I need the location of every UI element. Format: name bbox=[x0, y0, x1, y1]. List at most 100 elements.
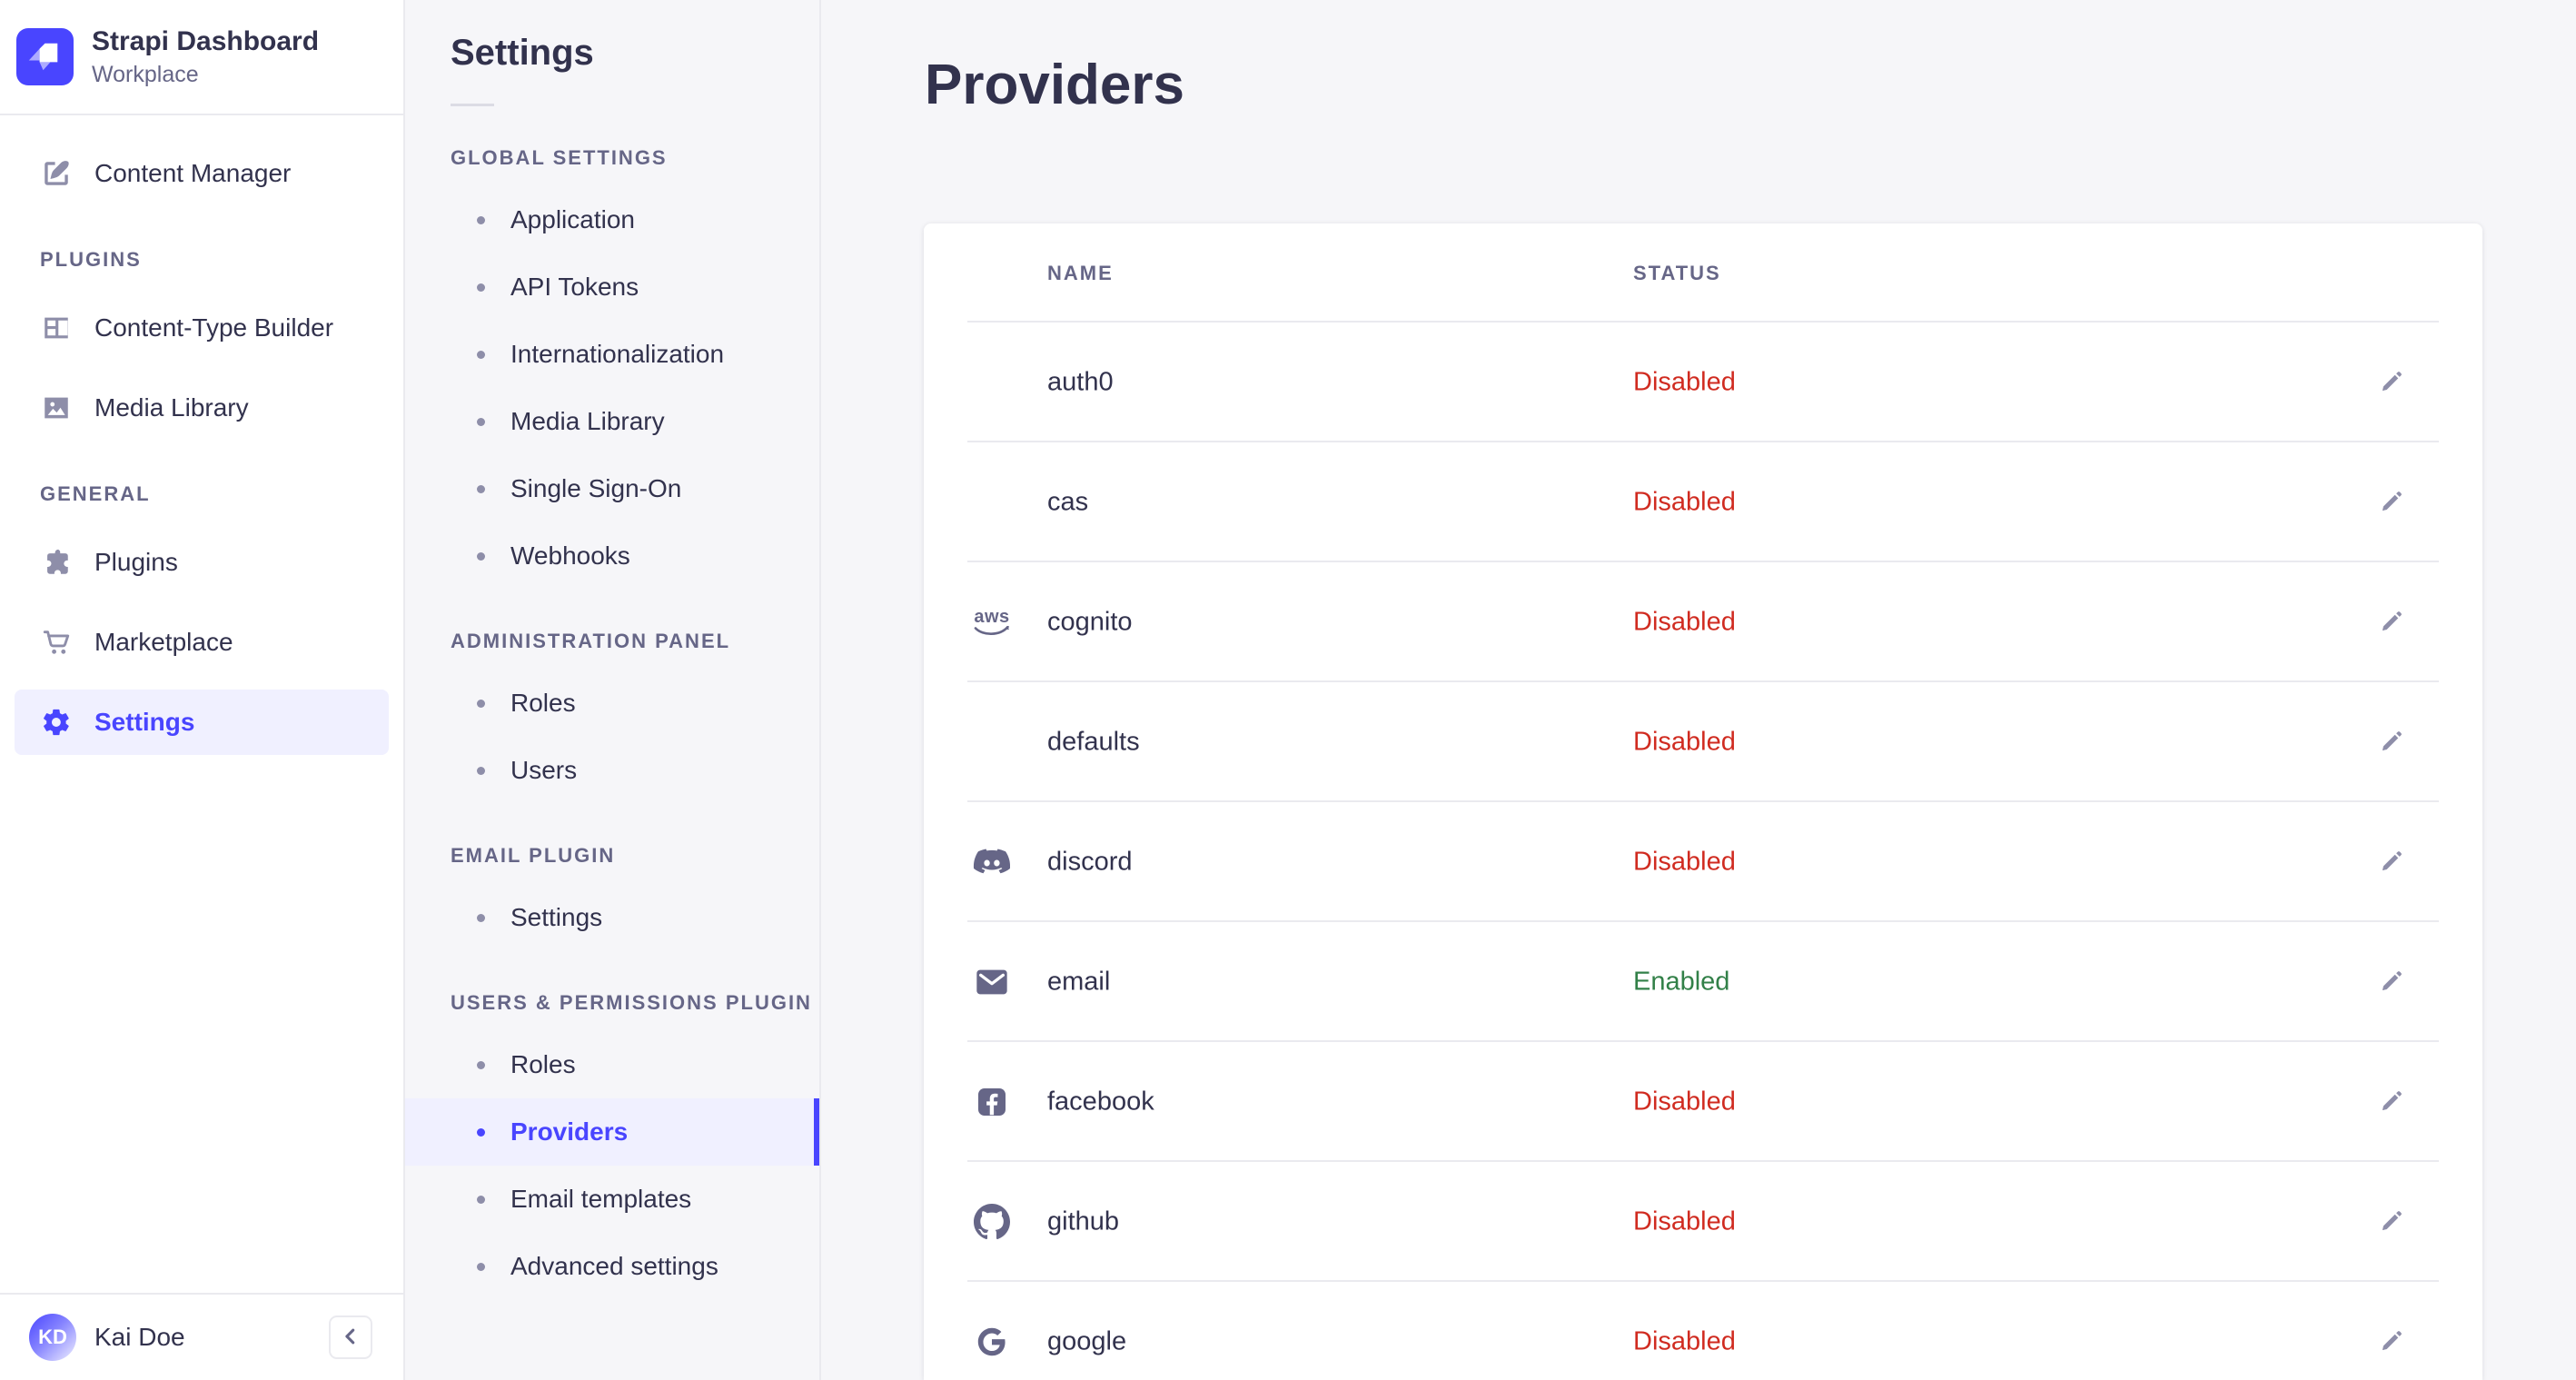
sidebar-item-media-library[interactable]: Media Library bbox=[15, 375, 389, 441]
gear-icon bbox=[40, 706, 73, 739]
status-badge: Disabled bbox=[1633, 1326, 1736, 1356]
status-badge: Disabled bbox=[1633, 487, 1736, 517]
sidebar-item-label: Media Library bbox=[94, 393, 249, 422]
settings-nav-item-providers[interactable]: Providers bbox=[405, 1098, 819, 1166]
puzzle-icon bbox=[40, 546, 73, 579]
pencil-icon bbox=[2378, 1207, 2405, 1237]
sidebar-primary: Strapi Dashboard Workplace Content Manag… bbox=[0, 0, 405, 1380]
table-row-github: github Disabled bbox=[924, 1162, 2482, 1282]
bullet-icon bbox=[477, 350, 485, 359]
sidebar-item-marketplace[interactable]: Marketplace bbox=[15, 610, 389, 675]
sidebar-item-label: Plugins bbox=[94, 548, 178, 576]
settings-nav-item-label: Settings bbox=[510, 903, 603, 931]
bullet-icon bbox=[477, 283, 485, 292]
page-title: Providers bbox=[925, 54, 1185, 116]
edit-provider-button[interactable] bbox=[2370, 1320, 2413, 1364]
pencil-icon bbox=[2378, 1327, 2405, 1357]
settings-nav-item-email-templates[interactable]: Email templates bbox=[405, 1166, 819, 1233]
table-row-cas: cas Disabled bbox=[924, 442, 2482, 562]
content-manager-icon bbox=[40, 157, 73, 190]
github-icon bbox=[971, 1201, 1013, 1243]
brand-text: Strapi Dashboard Workplace bbox=[92, 25, 319, 88]
edit-provider-button[interactable] bbox=[2370, 1200, 2413, 1244]
settings-nav-item-label: API Tokens bbox=[510, 273, 639, 301]
provider-name: facebook bbox=[1047, 1087, 1154, 1117]
settings-nav-item-label: Webhooks bbox=[510, 541, 630, 570]
sidebar-footer: KD Kai Doe bbox=[0, 1293, 403, 1380]
edit-provider-button[interactable] bbox=[2370, 601, 2413, 644]
settings-nav-item-application[interactable]: Application bbox=[405, 186, 819, 253]
settings-nav-item-label: Users bbox=[510, 756, 578, 784]
user-name[interactable]: Kai Doe bbox=[94, 1323, 185, 1351]
edit-provider-button[interactable] bbox=[2370, 720, 2413, 764]
edit-provider-button[interactable] bbox=[2370, 481, 2413, 524]
table-row-email: email Enabled bbox=[924, 922, 2482, 1042]
sidebar-item-label: Content-Type Builder bbox=[94, 313, 334, 342]
bullet-icon bbox=[477, 484, 485, 493]
pencil-icon bbox=[2378, 368, 2405, 398]
settings-nav-item-label: Roles bbox=[510, 1050, 576, 1078]
settings-nav-item-internationalization[interactable]: Internationalization bbox=[405, 321, 819, 388]
bullet-icon bbox=[477, 1127, 485, 1137]
status-badge: Disabled bbox=[1633, 607, 1736, 637]
settings-nav-item-roles[interactable]: Roles bbox=[405, 1031, 819, 1098]
sidebar-item-content-manager[interactable]: Content Manager bbox=[15, 141, 389, 206]
settings-nav-item-label: Advanced settings bbox=[510, 1252, 718, 1280]
sidebar-item-settings[interactable]: Settings bbox=[15, 690, 389, 755]
bullet-icon bbox=[477, 417, 485, 426]
sidebar-item-content-type-builder[interactable]: Content-Type Builder bbox=[15, 295, 389, 361]
settings-nav-item-single-sign-on[interactable]: Single Sign-On bbox=[405, 455, 819, 522]
chevron-left-icon bbox=[341, 1326, 361, 1349]
edit-provider-button[interactable] bbox=[2370, 361, 2413, 404]
provider-name: auth0 bbox=[1047, 367, 1114, 397]
pencil-icon bbox=[2378, 488, 2405, 518]
google-icon bbox=[971, 1321, 1013, 1363]
edit-provider-button[interactable] bbox=[2370, 1080, 2413, 1124]
title-divider bbox=[451, 104, 494, 106]
settings-nav-item-label: Application bbox=[510, 205, 635, 233]
bullet-icon bbox=[477, 1262, 485, 1271]
bullet-icon bbox=[477, 215, 485, 224]
settings-nav-item-advanced-settings[interactable]: Advanced settings bbox=[405, 1233, 819, 1300]
settings-section-label: USERS & PERMISSIONS PLUGIN bbox=[451, 991, 812, 1014]
provider-name: cognito bbox=[1047, 607, 1133, 637]
bullet-icon bbox=[477, 551, 485, 561]
settings-section-label: ADMINISTRATION PANEL bbox=[451, 630, 731, 652]
status-badge: Disabled bbox=[1633, 727, 1736, 757]
pencil-icon bbox=[2378, 1087, 2405, 1117]
settings-nav-item-webhooks[interactable]: Webhooks bbox=[405, 522, 819, 590]
strapi-logo-icon bbox=[16, 28, 74, 85]
pencil-icon bbox=[2378, 608, 2405, 638]
sidebar-item-plugins[interactable]: Plugins bbox=[15, 530, 389, 595]
settings-nav-item-label: Roles bbox=[510, 689, 576, 717]
status-badge: Enabled bbox=[1633, 967, 1730, 997]
settings-nav-item-label: Internationalization bbox=[510, 340, 725, 368]
edit-provider-button[interactable] bbox=[2370, 960, 2413, 1004]
brand-title: Strapi Dashboard bbox=[92, 26, 320, 56]
settings-section-label: EMAIL PLUGIN bbox=[451, 844, 616, 867]
main-content: Providers NAME STATUS auth0 Disabled cas Di… bbox=[821, 0, 2576, 1380]
settings-nav-item-users[interactable]: Users bbox=[405, 737, 819, 804]
avatar[interactable]: KD bbox=[29, 1314, 76, 1361]
sidebar-item-label: Marketplace bbox=[94, 628, 233, 656]
table-row-google: google Disabled bbox=[924, 1282, 2482, 1380]
settings-nav-item-settings[interactable]: Settings bbox=[405, 884, 819, 951]
settings-nav-item-label: Single Sign-On bbox=[510, 474, 682, 502]
edit-provider-button[interactable] bbox=[2370, 840, 2413, 884]
media-library-icon bbox=[40, 392, 73, 424]
table-row-cognito: aws cognito Disabled bbox=[924, 562, 2482, 682]
table-header: NAME STATUS bbox=[924, 223, 2482, 323]
collapse-sidebar-button[interactable] bbox=[329, 1315, 372, 1359]
provider-name: cas bbox=[1047, 487, 1089, 517]
settings-nav-item-api-tokens[interactable]: API Tokens bbox=[405, 253, 819, 321]
workspace-switcher[interactable]: Strapi Dashboard Workplace bbox=[0, 0, 403, 115]
bullet-icon bbox=[477, 913, 485, 922]
pencil-icon bbox=[2378, 968, 2405, 998]
bullet-icon bbox=[477, 699, 485, 708]
settings-nav-item-roles[interactable]: Roles bbox=[405, 670, 819, 737]
settings-nav-item-media-library[interactable]: Media Library bbox=[405, 388, 819, 455]
column-header-status: STATUS bbox=[1633, 261, 1721, 284]
cart-icon bbox=[40, 626, 73, 659]
settings-nav-item-label: Media Library bbox=[510, 407, 665, 435]
